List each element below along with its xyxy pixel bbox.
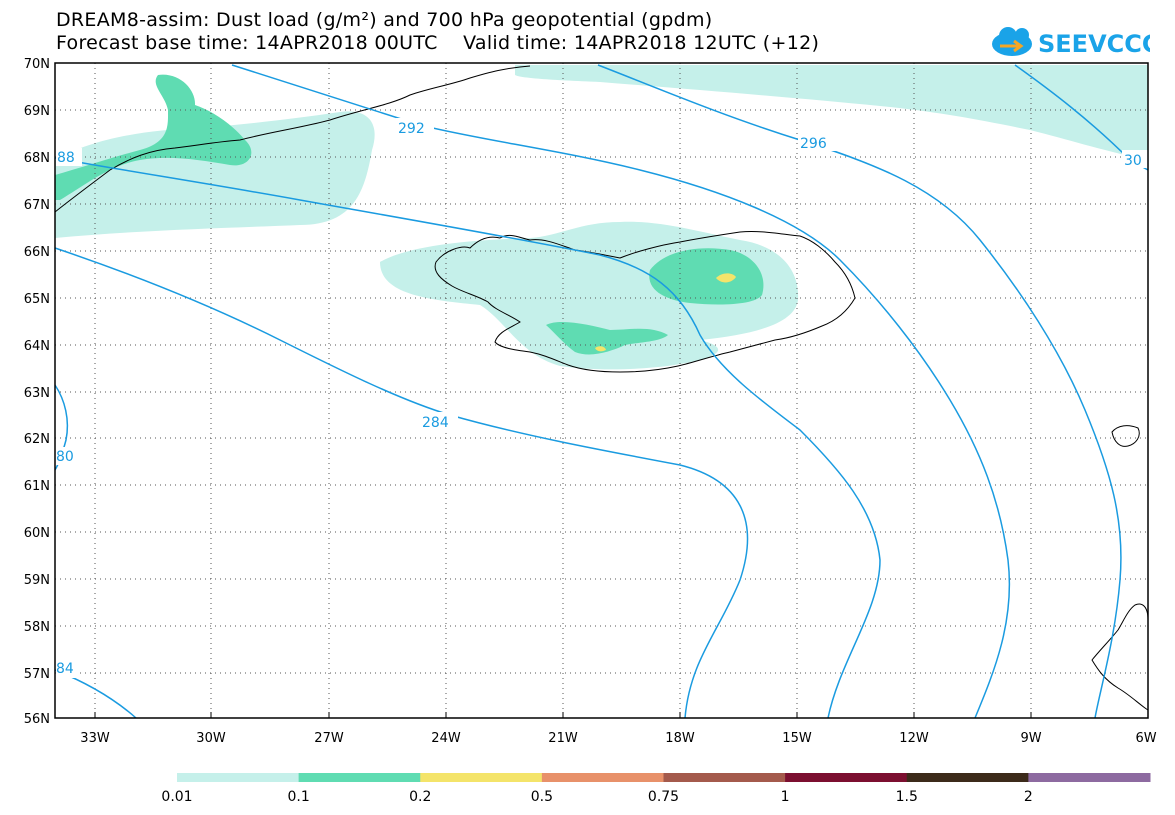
contour-labels: 292 296 284 88 30 80 84 bbox=[56, 118, 1148, 678]
lat-label: 65N bbox=[24, 292, 50, 307]
colorbar-label: 0.2 bbox=[409, 789, 431, 805]
colorbar-swatch bbox=[298, 773, 421, 782]
lon-labels: 33W 30W 27W 24W 21W 18W 15W 12W 9W 6W bbox=[80, 731, 1156, 746]
colorbar-swatch bbox=[785, 773, 908, 782]
contour-label-296: 296 bbox=[800, 136, 827, 152]
lat-label: 56N bbox=[24, 712, 50, 727]
lon-label: 15W bbox=[782, 731, 812, 746]
colorbar-swatch bbox=[177, 773, 300, 782]
lon-label: 27W bbox=[314, 731, 344, 746]
lat-label: 70N bbox=[24, 57, 50, 72]
colorbar-label: 0.5 bbox=[531, 789, 553, 805]
colorbar-label: 0.1 bbox=[287, 789, 309, 805]
lat-label: 66N bbox=[24, 245, 50, 260]
lat-label: 57N bbox=[24, 667, 50, 682]
faroe-coast bbox=[1111, 425, 1140, 447]
contour-label-280: 80 bbox=[56, 449, 74, 465]
map-frame bbox=[54, 62, 1149, 719]
lon-label: 33W bbox=[80, 731, 110, 746]
contour-label-288: 88 bbox=[57, 150, 75, 166]
contour-label-292: 292 bbox=[398, 121, 425, 137]
lon-label: 24W bbox=[431, 731, 461, 746]
colorbar-label: 0.75 bbox=[648, 789, 679, 805]
contour-label-284-sw: 84 bbox=[56, 661, 74, 677]
colorbar-label: 0.01 bbox=[161, 789, 192, 805]
geopotential-contours bbox=[54, 64, 1149, 719]
colorbar-swatch bbox=[663, 773, 786, 782]
colorbar: 0.01 0.1 0.2 0.5 0.75 1 1.5 2 bbox=[161, 773, 1151, 805]
map-title: DREAM8-assim: Dust load (g/m²) and 700 h… bbox=[56, 9, 713, 31]
lat-label: 68N bbox=[24, 151, 50, 166]
contour-label-284: 284 bbox=[422, 415, 449, 431]
dust-shading-medium bbox=[55, 74, 764, 355]
lon-label: 6W bbox=[1135, 731, 1156, 746]
lat-label: 61N bbox=[24, 479, 50, 494]
graticule bbox=[55, 63, 1148, 718]
colorbar-swatch bbox=[906, 773, 1029, 782]
colorbar-label: 1.5 bbox=[896, 789, 918, 805]
lat-label: 59N bbox=[24, 573, 50, 588]
map-subtitle: Forecast base time: 14APR2018 00UTC Vali… bbox=[56, 32, 820, 54]
lon-label: 12W bbox=[899, 731, 929, 746]
lat-label: 64N bbox=[24, 339, 50, 354]
lat-label: 58N bbox=[24, 620, 50, 635]
colorbar-label: 2 bbox=[1024, 789, 1033, 805]
lat-label: 62N bbox=[24, 432, 50, 447]
cloud-logo-icon bbox=[992, 27, 1032, 56]
contour-284 bbox=[54, 247, 749, 719]
lat-label: 63N bbox=[24, 386, 50, 401]
lat-label: 67N bbox=[24, 198, 50, 213]
lat-label: 69N bbox=[24, 104, 50, 119]
lat-labels: 70N 69N 68N 67N 66N 65N 64N 63N 62N 61N … bbox=[24, 57, 50, 727]
contour-288 bbox=[54, 157, 881, 719]
iceland-coast bbox=[434, 231, 856, 373]
seevccc-logo: SEEVCCC bbox=[992, 27, 1150, 58]
dust-shading-high bbox=[595, 273, 736, 352]
colorbar-swatch bbox=[541, 773, 664, 782]
lon-label: 30W bbox=[196, 731, 226, 746]
colorbar-swatch bbox=[1028, 773, 1151, 782]
tick-marks bbox=[94, 712, 1032, 718]
logo-text: SEEVCCC bbox=[1038, 30, 1150, 58]
contour-296 bbox=[597, 64, 1122, 719]
colorbar-label: 1 bbox=[781, 789, 790, 805]
lat-label: 60N bbox=[24, 526, 50, 541]
lon-label: 18W bbox=[665, 731, 695, 746]
contour-label-300: 30 bbox=[1124, 153, 1142, 169]
colorbar-swatch bbox=[420, 773, 543, 782]
lon-label: 21W bbox=[548, 731, 578, 746]
lon-label: 9W bbox=[1020, 731, 1041, 746]
greenland-coast bbox=[54, 65, 531, 213]
